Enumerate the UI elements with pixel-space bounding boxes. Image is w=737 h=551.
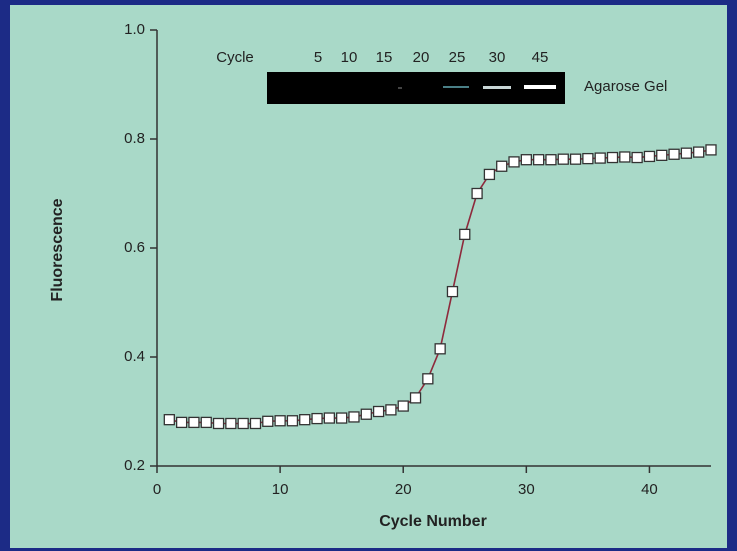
data-point (669, 149, 679, 159)
gel-lane-label: 30 (489, 49, 506, 66)
gel-lane-label: 15 (376, 49, 393, 66)
data-point (374, 407, 384, 417)
data-point (398, 401, 408, 411)
data-point (472, 189, 482, 199)
data-point (164, 415, 174, 425)
gel-band (483, 86, 511, 89)
data-point (571, 154, 581, 164)
gel-lane-label: 25 (449, 49, 466, 66)
x-tick-label: 0 (153, 481, 161, 498)
data-point (460, 229, 470, 239)
y-tick-label: 0.4 (124, 348, 145, 365)
gel-band (524, 85, 556, 89)
gel-band (443, 86, 469, 88)
data-point (657, 150, 667, 160)
data-point (694, 147, 704, 157)
data-point (583, 154, 593, 164)
data-point (349, 412, 359, 422)
data-point (497, 161, 507, 171)
gel-row-label: Cycle (216, 49, 254, 66)
data-point (423, 374, 433, 384)
data-point (361, 409, 371, 419)
data-point (447, 287, 457, 297)
data-point (521, 155, 531, 165)
data-point (337, 413, 347, 423)
x-axis-title: Cycle Number (379, 513, 487, 530)
gel-lane-label: 10 (341, 49, 358, 66)
y-tick-label: 0.6 (124, 239, 145, 256)
data-point (250, 418, 260, 428)
gel-band (398, 87, 402, 89)
slide: Cycle Agarose Gel Cycle Number Fluoresce… (0, 0, 737, 551)
data-point (608, 153, 618, 163)
data-point (558, 154, 568, 164)
data-point (189, 417, 199, 427)
data-point (435, 344, 445, 354)
gel-lane-label: 45 (532, 49, 549, 66)
data-point (214, 418, 224, 428)
data-point (706, 145, 716, 155)
data-point (534, 155, 544, 165)
data-point (620, 152, 630, 162)
data-point (177, 417, 187, 427)
x-tick-label: 30 (518, 481, 535, 498)
data-point (324, 413, 334, 423)
x-tick-label: 20 (395, 481, 412, 498)
gel-caption: Agarose Gel (584, 78, 667, 95)
data-point (509, 157, 519, 167)
data-point (632, 153, 642, 163)
data-point (226, 418, 236, 428)
data-point (386, 405, 396, 415)
gel-image (267, 72, 565, 104)
y-axis-title: Fluorescence (49, 198, 66, 301)
data-point (287, 416, 297, 426)
data-point (300, 415, 310, 425)
data-point (312, 414, 322, 424)
y-tick-label: 1.0 (124, 21, 145, 38)
data-point (644, 151, 654, 161)
data-point (681, 148, 691, 158)
data-point (201, 417, 211, 427)
data-point (484, 169, 494, 179)
data-point (263, 416, 273, 426)
data-point (595, 153, 605, 163)
data-point (238, 418, 248, 428)
data-point (275, 416, 285, 426)
y-tick-label: 0.8 (124, 130, 145, 147)
data-point (411, 393, 421, 403)
y-tick-label: 0.2 (124, 457, 145, 474)
x-tick-label: 40 (641, 481, 658, 498)
gel-lane-label: 5 (314, 49, 322, 66)
x-tick-label: 10 (272, 481, 289, 498)
data-point (546, 155, 556, 165)
gel-lane-label: 20 (413, 49, 430, 66)
